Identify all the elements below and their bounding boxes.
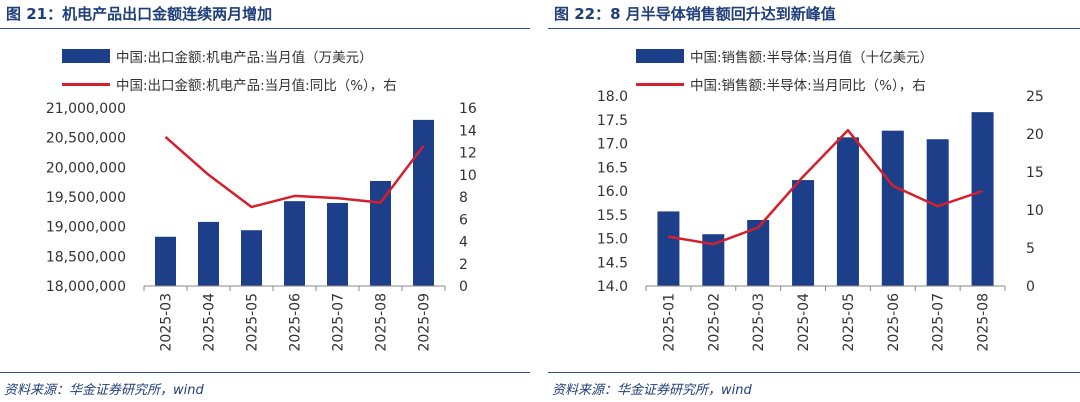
title-rule xyxy=(548,28,1080,29)
x-tick-label: 2025-09 xyxy=(417,293,433,352)
y-tick-label-right: 2 xyxy=(459,257,468,273)
y-tick-label-left: 18,500,000 xyxy=(46,249,126,265)
bar xyxy=(241,230,262,286)
y-tick-label-right: 14 xyxy=(459,123,477,139)
series-line xyxy=(668,128,984,246)
bar xyxy=(155,236,176,286)
chart-panel-machinery-exports: 图 21：机电产品出口金额连续两月增加 中国:出口金额:机电产品:当月值（万美元… xyxy=(0,0,530,402)
bar xyxy=(836,137,859,286)
bar xyxy=(370,180,391,286)
y-tick-label-left: 14.0 xyxy=(597,279,628,295)
y-tick-label-left: 19,000,000 xyxy=(46,220,126,236)
y-tick-label-left: 18.0 xyxy=(597,89,628,105)
y-tick-label-left: 17.0 xyxy=(597,137,628,153)
x-tick-label: 2025-03 xyxy=(159,293,175,352)
chart-plot: 14.0 14.5 15.0 15.5 16.0 16.5 17.0 17.5 18.0 0 5 10… xyxy=(597,89,1044,352)
x-tick-label: 2025-03 xyxy=(751,293,767,352)
title-rule xyxy=(0,28,530,29)
x-tick-label: 2025-04 xyxy=(796,293,812,352)
y-tick-label-right: 16 xyxy=(459,101,477,117)
y-tick-label-right: 10 xyxy=(1026,203,1044,219)
bar xyxy=(413,119,434,286)
y-tick-label-right: 10 xyxy=(459,168,477,184)
y-tick-label-right: 12 xyxy=(459,146,477,162)
y-tick-label-left: 20,000,000 xyxy=(46,160,126,176)
legend-swatch-line xyxy=(62,82,110,86)
y-tick-label-right: 15 xyxy=(1026,165,1044,181)
legend-item-bar: 中国:出口金额:机电产品:当月值（万美元） xyxy=(62,42,397,70)
source-note: 资料来源：华金证券研究所，wind xyxy=(4,383,204,398)
x-tick-label: 2025-07 xyxy=(331,293,347,352)
y-tick-label-left: 21,000,000 xyxy=(46,101,126,117)
bar xyxy=(971,112,994,287)
bar xyxy=(792,180,815,286)
x-tick-label: 2025-08 xyxy=(976,293,992,352)
bar xyxy=(881,130,904,286)
bar xyxy=(198,221,219,286)
chart-legend: 中国:销售额:半导体:当月值（十亿美元） 中国:销售额:半导体:当月同比（%），… xyxy=(636,42,933,98)
x-tick-label: 2025-08 xyxy=(374,293,390,352)
y-tick-label-right: 4 xyxy=(459,235,468,251)
chart-legend: 中国:出口金额:机电产品:当月值（万美元） 中国:出口金额:机电产品:当月值:同… xyxy=(62,42,397,98)
footer-rule xyxy=(0,372,530,373)
chart-panel-semiconductor-sales: 图 22：8 月半导体销售额回升达到新峰值 中国:销售额:半导体:当月值（十亿美… xyxy=(548,0,1080,402)
x-tick-label: 2025-01 xyxy=(661,293,677,352)
bar xyxy=(747,219,770,286)
y-tick-label-left: 18,000,000 xyxy=(46,279,126,295)
y-tick-label-right: 6 xyxy=(459,212,468,228)
chart-title: 图 21：机电产品出口金额连续两月增加 xyxy=(6,5,273,23)
legend-label-line: 中国:销售额:半导体:当月同比（%），右 xyxy=(690,78,926,94)
legend-swatch-line xyxy=(636,82,684,86)
legend-label-line: 中国:出口金额:机电产品:当月值:同比（%），右 xyxy=(116,78,397,94)
bar xyxy=(657,211,680,286)
x-tick-label: 2025-06 xyxy=(288,293,304,352)
chart-title: 图 22：8 月半导体销售额回升达到新峰值 xyxy=(554,5,836,23)
y-tick-label-left: 15.0 xyxy=(597,232,628,248)
x-tick-label: 2025-04 xyxy=(202,293,218,352)
bar xyxy=(284,201,305,286)
y-tick-label-left: 20,500,000 xyxy=(46,131,126,147)
y-tick-label-right: 8 xyxy=(459,190,468,206)
legend-label-bar: 中国:销售额:半导体:当月值（十亿美元） xyxy=(690,50,934,66)
bar xyxy=(327,202,348,286)
y-tick-label-left: 16.0 xyxy=(597,184,628,200)
y-tick-label-right: 5 xyxy=(1026,241,1035,257)
legend-item-line: 中国:出口金额:机电产品:当月值:同比（%），右 xyxy=(62,70,397,98)
x-tick-label: 2025-07 xyxy=(931,293,947,352)
y-tick-label-left: 14.5 xyxy=(597,255,628,271)
legend-item-line: 中国:销售额:半导体:当月同比（%），右 xyxy=(636,70,933,98)
bar xyxy=(702,234,725,286)
y-tick-label-right: 0 xyxy=(1026,279,1035,295)
series-line xyxy=(164,135,425,209)
x-tick-label: 2025-02 xyxy=(706,293,722,352)
legend-swatch-bar xyxy=(636,49,684,63)
legend-item-bar: 中国:销售额:半导体:当月值（十亿美元） xyxy=(636,42,933,70)
y-tick-label-left: 15.5 xyxy=(597,208,628,224)
bar xyxy=(926,139,949,286)
y-tick-label-right: 25 xyxy=(1026,89,1044,105)
legend-label-bar: 中国:出口金额:机电产品:当月值（万美元） xyxy=(116,50,373,66)
source-note: 资料来源：华金证券研究所，wind xyxy=(552,383,752,398)
footer-rule xyxy=(548,372,1080,373)
x-tick-label: 2025-06 xyxy=(886,293,902,352)
y-tick-label-left: 19,500,000 xyxy=(46,190,126,206)
y-tick-label-right: 0 xyxy=(459,279,468,295)
y-tick-label-right: 20 xyxy=(1026,127,1044,143)
legend-swatch-bar xyxy=(62,49,110,63)
y-tick-label-left: 17.5 xyxy=(597,113,628,129)
x-tick-label: 2025-05 xyxy=(841,293,857,352)
y-tick-label-left: 16.5 xyxy=(597,160,628,176)
chart-plot: 18,000,000 18,500,000 19,000,000 19,500,000… xyxy=(46,101,477,352)
x-tick-label: 2025-05 xyxy=(245,293,261,352)
